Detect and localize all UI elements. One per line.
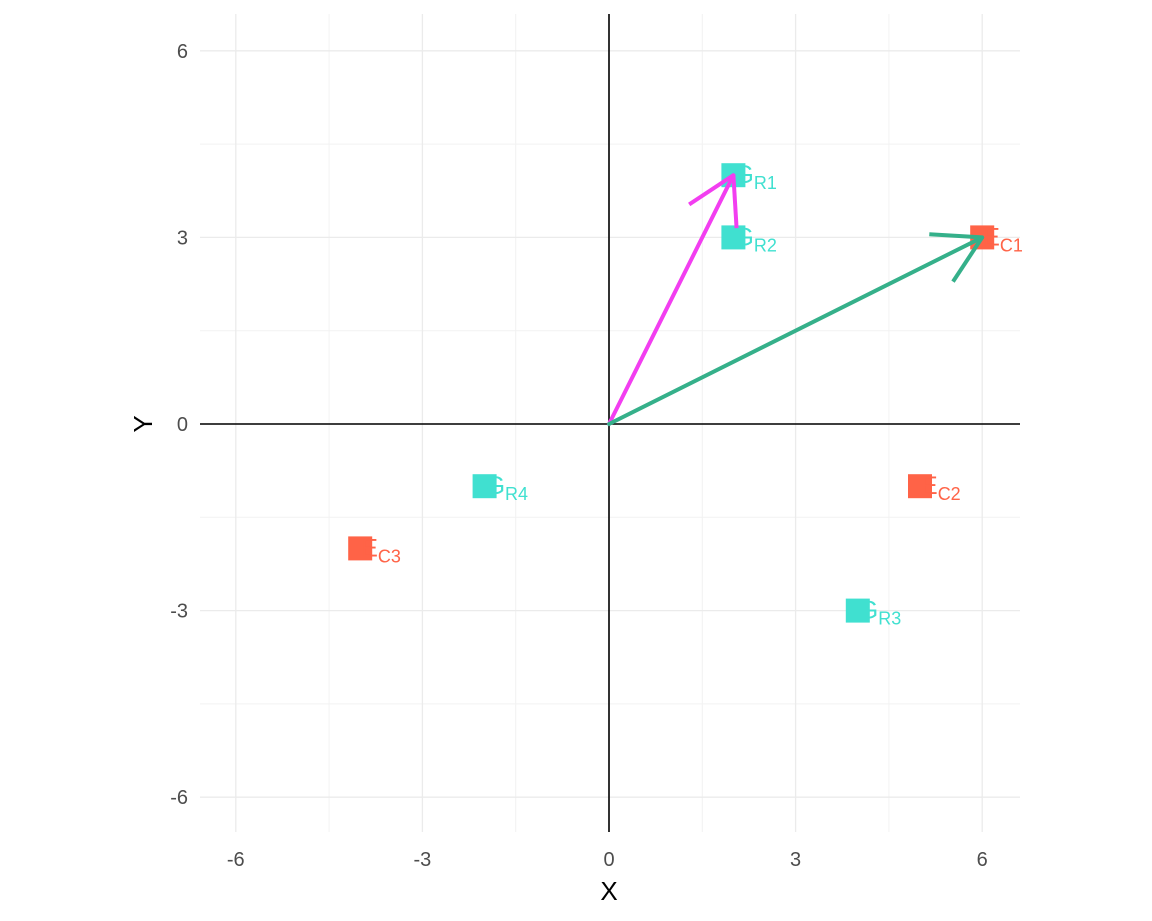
- x-axis-ticks: -6 -3 0 3 6: [227, 849, 988, 871]
- x-tick-label: 0: [603, 849, 614, 871]
- point-label: EC1: [983, 223, 1023, 255]
- y-axis-title: Y: [128, 415, 158, 432]
- vector-arrowhead: [688, 173, 735, 207]
- point-label: EC2: [921, 472, 961, 504]
- vector-shaft: [607, 235, 985, 426]
- y-tick-label: 3: [177, 227, 188, 249]
- point-label: GR2: [734, 223, 776, 255]
- point-label-main: G: [734, 161, 753, 189]
- y-axis-ticks: -6 -3 0 3 6: [170, 41, 188, 809]
- point-label-subscript: C2: [938, 484, 961, 504]
- point-label: GR3: [859, 597, 901, 629]
- x-tick-label: -6: [227, 849, 245, 871]
- vectors: [607, 173, 985, 426]
- point-label-subscript: R3: [878, 609, 901, 629]
- point-label-main: G: [859, 597, 878, 625]
- point-label: GR1: [734, 161, 776, 193]
- point-label-subscript: R4: [505, 484, 528, 504]
- point-label-main: E: [983, 223, 1000, 251]
- point-label: GR4: [486, 472, 528, 504]
- vector-arrowhead: [929, 232, 983, 240]
- minor-gridlines: [200, 14, 1020, 832]
- vector-arrowhead: [731, 175, 739, 229]
- y-tick-label: -6: [170, 787, 188, 809]
- vector-shaft: [607, 173, 736, 426]
- point-label-subscript: C1: [1000, 235, 1023, 255]
- point-marker: [721, 225, 746, 250]
- point-marker: [348, 536, 373, 561]
- point-label-main: E: [361, 534, 378, 562]
- point-label-subscript: R1: [754, 173, 777, 193]
- point-label: EC3: [361, 534, 401, 566]
- x-tick-label: 3: [790, 849, 801, 871]
- vector-arrowhead: [951, 236, 984, 283]
- point-marker: [845, 598, 870, 623]
- y-tick-label: 0: [177, 414, 188, 436]
- x-tick-label: -3: [414, 849, 432, 871]
- point-label-subscript: R2: [754, 235, 777, 255]
- point-marker: [472, 474, 497, 499]
- point-label-main: G: [734, 223, 753, 251]
- y-tick-label: 6: [177, 41, 188, 63]
- x-axis-title: X: [600, 876, 617, 906]
- point-label-main: E: [921, 472, 938, 500]
- point-label-main: G: [486, 472, 505, 500]
- point-marker: [908, 474, 932, 499]
- x-tick-label: 6: [977, 849, 988, 871]
- y-tick-label: -3: [170, 601, 188, 623]
- point-label-subscript: C3: [378, 546, 401, 566]
